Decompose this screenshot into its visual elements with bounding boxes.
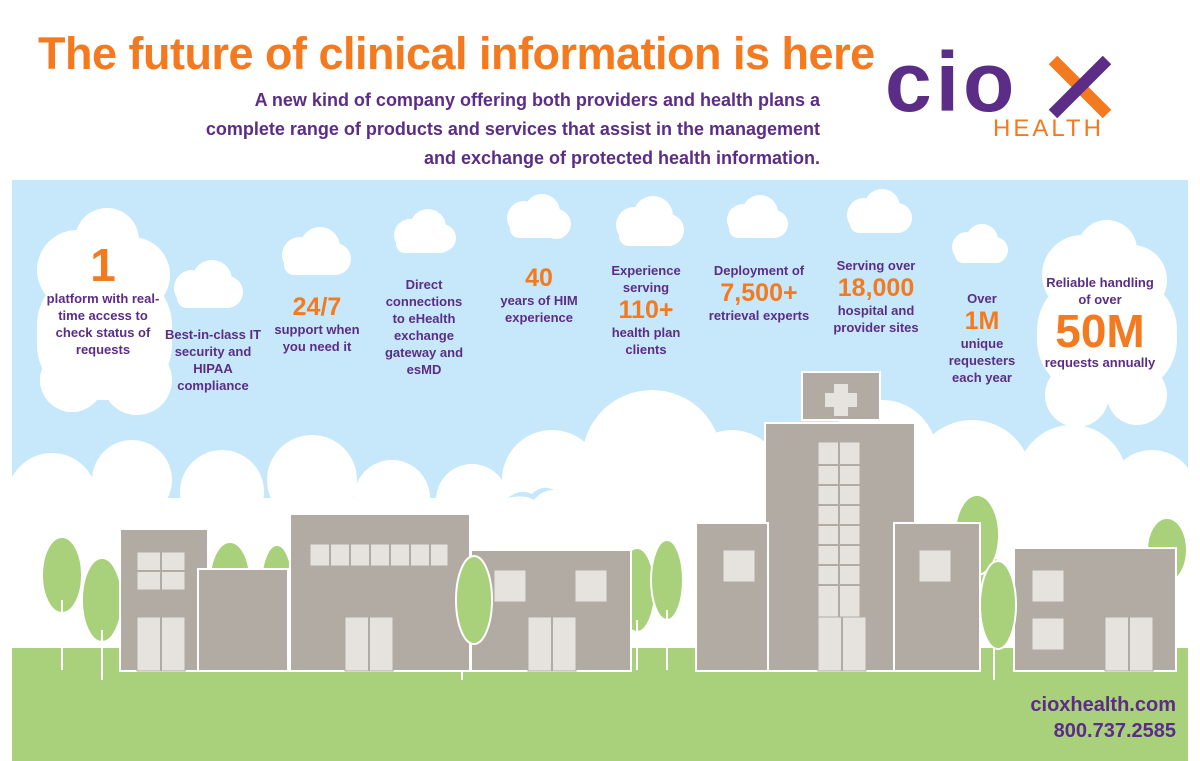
ciox-health-logo: cio HEALTH [885,40,1120,150]
stat-clients: Experience serving 110+ health plan clie… [602,262,690,358]
stat-support: 24/7 support when you need it [274,293,360,355]
stat-value: 18,000 [837,274,915,302]
hospital-cross-icon [825,384,857,416]
logo-wordmark: cio [885,35,1019,129]
logo-x-mark-icon [1048,55,1112,119]
stat-value: 1 [90,239,116,291]
stat-value: 110+ [618,296,674,324]
stat-experts: Deployment of 7,500+ retrieval experts [704,262,814,324]
stat-requesters: Over 1M unique requesters each year [936,290,1028,386]
subheadline: A new kind of company offering both prov… [205,90,820,168]
stat-label: Serving over [836,258,916,273]
stat-sites: Serving over 18,000 hospital and provide… [824,257,928,336]
stat-platform: 1 platform with real-time access to chec… [42,240,164,358]
stat-value: 50M [1055,305,1145,357]
stat-label: Direct connections to eHealth exchange g… [384,277,464,377]
stat-label: Deployment of [713,263,805,278]
stat-label: years of HIM experience [500,293,578,325]
stat-label: Experience serving [611,263,681,295]
stat-value: 24/7 [292,293,342,321]
stat-label: Reliable handling of over [1046,275,1154,307]
stat-label: Over [967,291,997,306]
stat-label: requests annually [1044,355,1156,370]
stat-value: 1M [964,307,1000,335]
stat-label: Best-in-class IT security and HIPAA comp… [164,327,262,393]
stat-label: hospital and provider sites [833,303,919,335]
stat-requests: Reliable handling of over 50M requests a… [1042,274,1158,371]
stat-experience: 40 years of HIM experience [494,264,584,326]
stat-security: Best-in-class IT security and HIPAA comp… [164,326,262,394]
stat-label: unique requesters each year [948,336,1016,385]
infographic-scene: 1 platform with real-time access to chec… [12,180,1188,761]
phone-number[interactable]: 800.737.2585 [1053,720,1176,742]
logo-health-text: HEALTH [993,115,1104,142]
stat-label: health plan clients [611,325,681,357]
stat-connections: Direct connections to eHealth exchange g… [378,276,470,378]
stat-value: 7,500+ [720,279,798,307]
website-link[interactable]: cioxhealth.com [1030,694,1176,716]
stat-value: 40 [525,264,553,292]
stat-label: retrieval experts [708,308,810,323]
stat-label: support when you need it [274,322,360,354]
city-illustration [12,180,1188,761]
headline: The future of clinical information is he… [38,28,875,79]
stat-label: platform with real-time access to check … [46,291,160,357]
